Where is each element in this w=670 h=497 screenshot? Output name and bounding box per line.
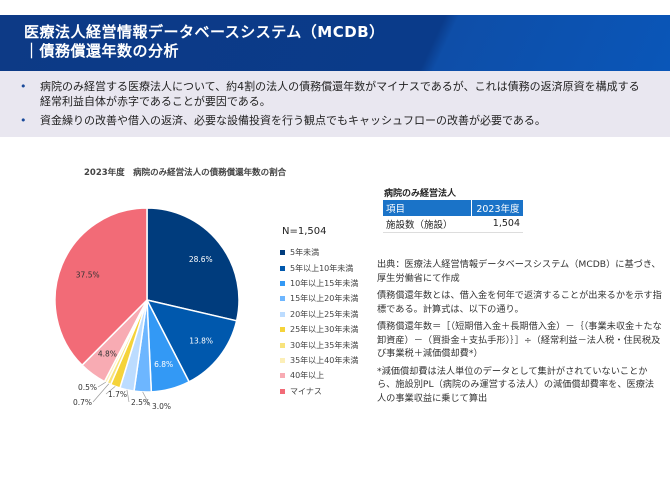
- legend-item: 35年以上40年未満: [280, 353, 358, 368]
- pie-slice: [54, 207, 148, 367]
- table-row: 施設数（施設） 1,504: [383, 216, 523, 233]
- legend-swatch: [280, 327, 285, 333]
- leader-line: [142, 391, 151, 407]
- legend-item: 5年以上10年未満: [280, 260, 358, 275]
- legend-swatch: [280, 280, 285, 286]
- legend-item: 15年以上20年未満: [280, 291, 358, 306]
- bullet-item: • 病院のみ経営する医療法人について、約4割の法人の債務償還年数がマイナスであるが…: [20, 80, 640, 108]
- legend-label: 30年以上35年未満: [290, 340, 359, 350]
- page-title: 医療法人経営情報データベースシステム（MCDB）: [24, 23, 385, 41]
- summary-bullets: • 病院のみ経営する医療法人について、約4割の法人の債務償還年数がマイナスであるが…: [0, 71, 670, 137]
- legend-swatch: [280, 342, 285, 348]
- table-cell: 施設数（施設）: [383, 216, 471, 233]
- data-label: 0.7%: [73, 398, 92, 407]
- table-cell: 1,504: [471, 216, 523, 233]
- formula-note: 債務償還年数＝［（短期借入金＋長期借入金）－｛（事業未収金＋たな卸資産）－（買掛…: [377, 321, 662, 359]
- table-header: 項目: [383, 200, 472, 216]
- legend-item: 5年未満: [280, 245, 358, 260]
- legend-swatch: [280, 357, 285, 363]
- legend-item: 10年以上15年未満: [280, 276, 358, 291]
- footnote: *減価償却費は法人単位のデータとして集計がされていないことから、施設別PL（病院…: [377, 365, 655, 404]
- data-label: 2.5%: [131, 398, 150, 407]
- leader-line: [92, 383, 110, 403]
- leader-line: [97, 381, 106, 388]
- legend-swatch: [280, 265, 285, 271]
- pie-slice: [146, 207, 240, 322]
- leader-line: [105, 386, 116, 395]
- bullet-item: • 資金繰りの改善や借入の返済、必要な設備投資を行う観点でもキャッシュフローの改善…: [20, 114, 546, 127]
- legend-swatch: [280, 296, 285, 302]
- table-title: 病院のみ経営法人: [384, 189, 457, 199]
- data-label: 0.5%: [78, 383, 97, 392]
- legend-item: 25年以上30年未満: [280, 322, 358, 337]
- source-note: 出典：医療法人経営情報データベースシステム（MCDB）に基づき、厚生労働省にて作…: [377, 259, 661, 284]
- notes: 出典：医療法人経営情報データベースシステム（MCDB）に基づき、厚生労働省にて作…: [377, 258, 662, 409]
- bullet-text: 病院のみ経営する医療法人について、約4割の法人の債務償還年数がマイナスであるが、…: [40, 80, 640, 108]
- bullet-text: 資金繰りの改善や借入の返済、必要な設備投資を行う観点でもキャッシュフローの改善が…: [40, 114, 546, 127]
- legend-item: マイナス: [280, 384, 358, 399]
- legend-label: 25年以上30年未満: [290, 325, 359, 335]
- legend-swatch: [280, 388, 285, 394]
- definition-note: 債務償還年数とは、借入金を何年で返済することが出来るかを示す指標である。計算式は…: [377, 290, 662, 315]
- chart-title: 2023年度 病院のみ経営法人の債務償還年数の割合: [84, 168, 287, 178]
- legend-label: 5年以上10年未満: [290, 263, 354, 273]
- data-label: 3.0%: [152, 402, 171, 411]
- legend-label: 10年以上15年未満: [290, 278, 359, 288]
- data-label: 6.8%: [154, 360, 173, 369]
- chart-sample-size: N=1,504: [282, 226, 327, 237]
- legend-label: 35年以上40年未満: [290, 355, 359, 365]
- page-subtitle: ｜債務償還年数の分析: [24, 42, 180, 60]
- legend-label: 20年以上25年未満: [290, 309, 359, 319]
- legend-item: 30年以上35年未満: [280, 337, 358, 352]
- legend-item: 20年以上25年未満: [280, 307, 358, 322]
- legend-label: 15年以上20年未満: [290, 294, 359, 304]
- data-label: 28.6%: [189, 255, 213, 264]
- table-header-row: 項目 2023年度: [383, 200, 524, 216]
- data-label: 13.8%: [189, 337, 213, 346]
- legend-swatch: [280, 373, 285, 379]
- leader-line: [126, 389, 130, 403]
- legend-swatch: [280, 250, 285, 256]
- chart-legend: 5年未満 5年以上10年未満 10年以上15年未満 15年以上20年未満 20年以上25…: [280, 245, 358, 399]
- legend-label: 5年未満: [290, 248, 320, 258]
- legend-label: マイナス: [290, 386, 322, 396]
- legend-swatch: [280, 311, 285, 317]
- facility-table: 項目 2023年度 施設数（施設） 1,504: [383, 200, 524, 233]
- table-header: 2023年度: [471, 200, 524, 216]
- data-label: 37.5%: [76, 271, 100, 280]
- legend-item: 40年以上: [280, 368, 358, 383]
- data-label: 4.8%: [98, 349, 117, 358]
- legend-label: 40年以上: [290, 371, 325, 381]
- header-banner: 医療法人経営情報データベースシステム（MCDB） ｜債務償還年数の分析: [0, 15, 670, 71]
- pie-slice: [145, 298, 238, 383]
- data-label: 1.7%: [108, 390, 127, 399]
